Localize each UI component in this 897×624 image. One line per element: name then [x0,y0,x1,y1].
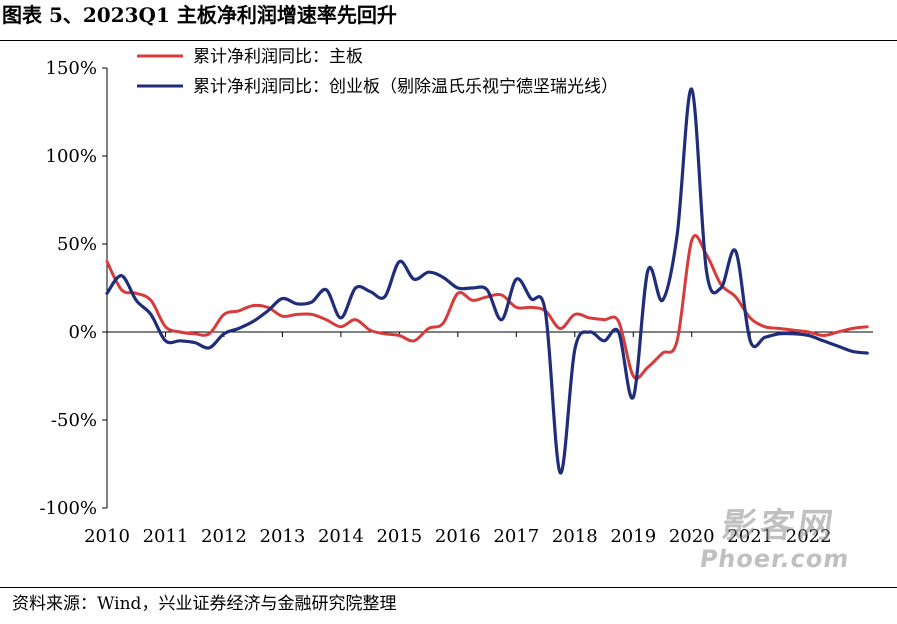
x-tick-label: 2014 [318,526,364,547]
line-chart: 150% 100% 50% 0% -50% -100% 2010 2011 2012 2013 20… [39,47,873,547]
x-tick-label: 2010 [84,526,130,547]
source-note: 资料来源：Wind，兴业证券经济与金融研究院整理 [12,594,397,614]
legend-label: 累计净利润同比：创业板（剔除温氏乐视宁德坚瑞光线） [193,77,618,97]
bottom-rule [0,587,897,588]
x-tick-label: 2012 [201,526,247,547]
figure-title: 图表 5、2023Q1 主板净利润增速率先回升 [2,3,397,27]
legend-label: 累计净利润同比：主板 [193,47,363,67]
series-line-main-board [105,234,869,380]
x-tick-label: 2019 [610,526,656,547]
x-tick-label: 2013 [260,526,306,547]
y-tick-label: -100% [39,498,97,519]
series-line-chinext [105,87,869,475]
y-tick-label: 0% [68,322,97,343]
x-tick-label: 2015 [376,526,422,547]
x-tick-label: 2021 [727,526,773,547]
x-tick-label: 2011 [143,526,189,547]
series-lines [105,87,869,475]
x-tick-label: 2017 [493,526,539,547]
y-tick-label: 100% [46,146,97,167]
x-tick-label: 2022 [786,526,832,547]
y-tick-label: 50% [57,234,97,255]
y-tick-label: 150% [46,58,97,79]
top-rule [0,40,897,41]
x-tick-label: 2020 [669,526,715,547]
axes: 150% 100% 50% 0% -50% -100% 2010 2011 2012 2013 20… [39,58,873,547]
y-tick-label: -50% [51,410,97,431]
x-tick-label: 2016 [435,526,481,547]
x-tick-label: 2018 [552,526,598,547]
